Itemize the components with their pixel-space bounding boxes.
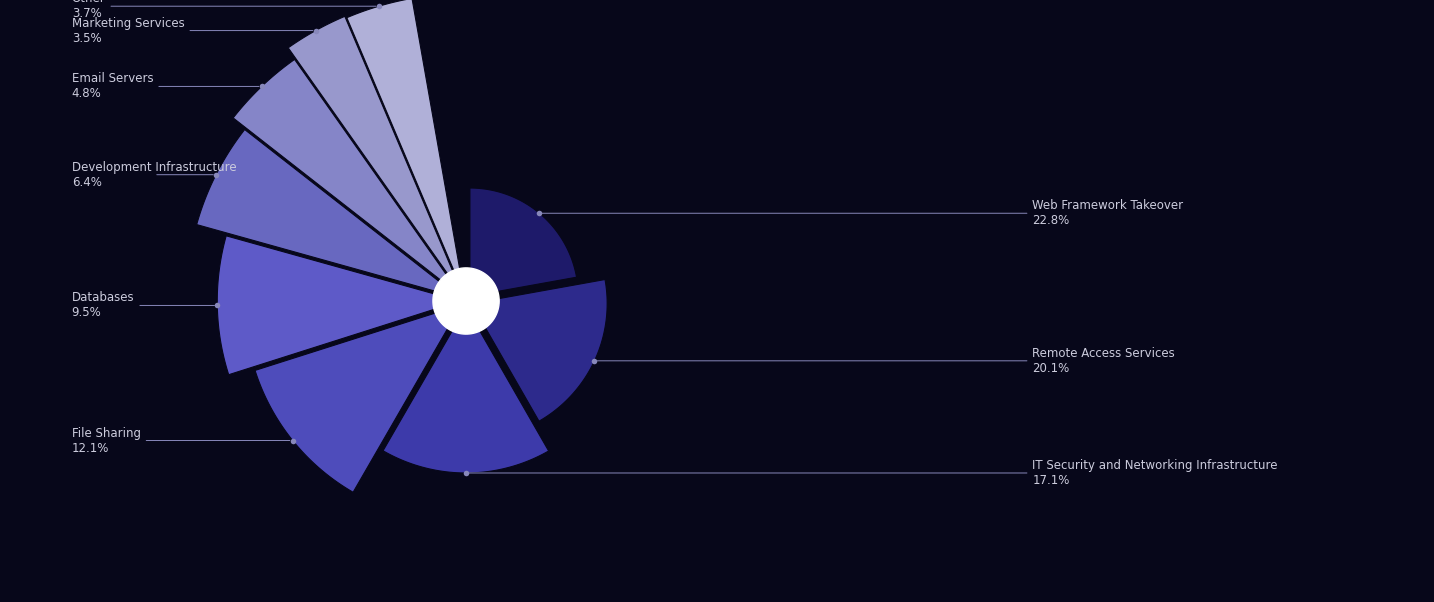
Polygon shape (196, 129, 460, 298)
Polygon shape (433, 268, 499, 334)
Polygon shape (218, 236, 460, 374)
Text: Development Infrastructure
6.4%: Development Infrastructure 6.4% (72, 161, 237, 188)
Polygon shape (472, 279, 607, 421)
Polygon shape (470, 188, 576, 296)
Polygon shape (347, 0, 465, 295)
Text: Databases
9.5%: Databases 9.5% (72, 291, 215, 320)
Text: Marketing Services
3.5%: Marketing Services 3.5% (72, 17, 313, 45)
Text: Web Framework Takeover
22.8%: Web Framework Takeover 22.8% (542, 199, 1183, 227)
Text: Other
3.7%: Other 3.7% (72, 0, 376, 20)
Polygon shape (234, 60, 462, 297)
Polygon shape (383, 307, 549, 473)
Text: IT Security and Networking Infrastructure
17.1%: IT Security and Networking Infrastructur… (469, 459, 1278, 487)
Text: File Sharing
12.1%: File Sharing 12.1% (72, 426, 290, 455)
Polygon shape (288, 16, 463, 296)
Text: Email Servers
4.8%: Email Servers 4.8% (72, 72, 260, 101)
Polygon shape (255, 305, 462, 492)
Text: Remote Access Services
20.1%: Remote Access Services 20.1% (597, 347, 1176, 375)
